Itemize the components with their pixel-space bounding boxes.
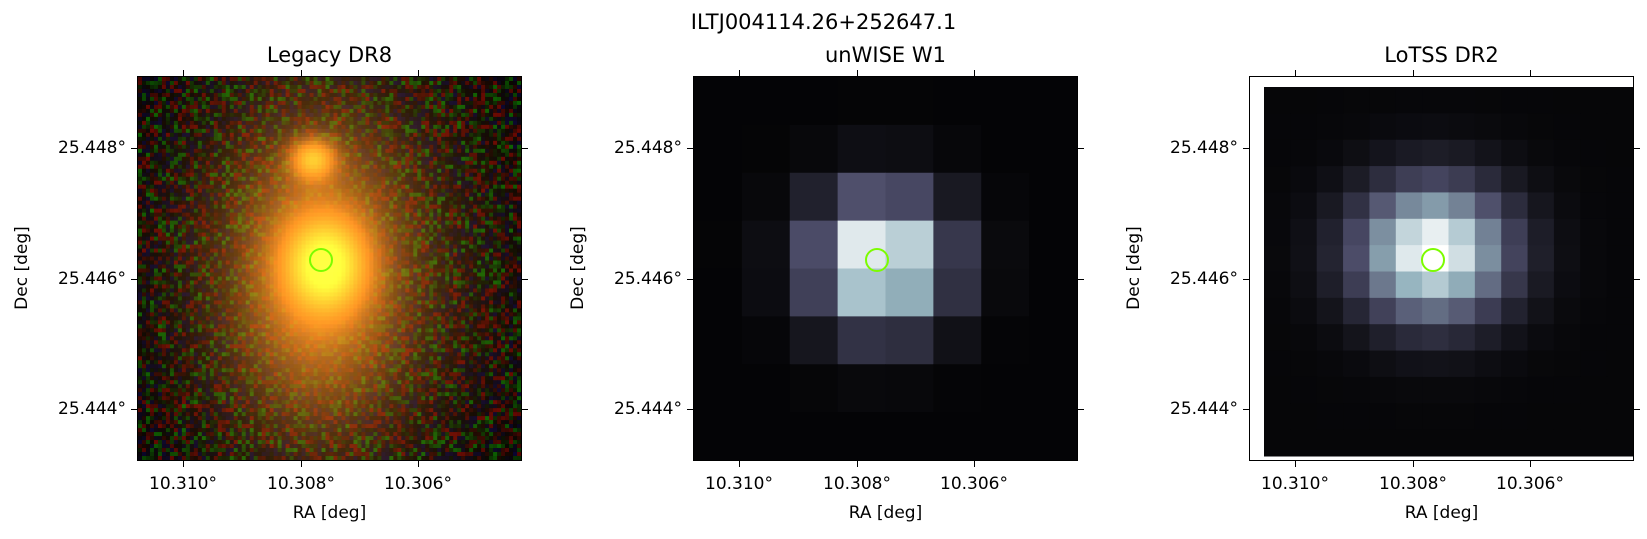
x-tick-label: 10.306° — [384, 474, 452, 494]
y-tick-mark — [131, 148, 137, 149]
y-tick-mark — [687, 409, 693, 410]
y-tick-mark — [1243, 279, 1249, 280]
x-tick-mark — [183, 461, 184, 467]
radio-image — [1249, 76, 1634, 461]
x-tick-mark — [974, 461, 975, 467]
infrared-image — [693, 76, 1078, 461]
x-tick-label: 10.308° — [1379, 474, 1447, 494]
lotss-cutout — [1250, 77, 1633, 460]
x-tick-label: 10.308° — [267, 474, 335, 494]
y-axis-label: Dec [deg] — [568, 226, 588, 310]
y-tick-label: 25.448° — [58, 138, 126, 158]
y-tick-mark — [522, 279, 528, 280]
y-tick-mark — [1634, 148, 1640, 149]
x-axis-label: RA [deg] — [1404, 503, 1479, 523]
x-tick-label: 10.306° — [1496, 474, 1564, 494]
x-tick-mark — [418, 461, 419, 467]
x-tick-mark — [301, 461, 302, 467]
x-tick-mark — [1295, 70, 1296, 76]
y-tick-label: 25.444° — [1170, 399, 1238, 419]
rgb-cutout — [138, 77, 521, 460]
y-tick-mark — [522, 409, 528, 410]
y-tick-mark — [131, 279, 137, 280]
y-tick-mark — [1078, 409, 1084, 410]
x-tick-mark — [1530, 461, 1531, 467]
x-tick-mark — [1413, 461, 1414, 467]
x-tick-label: 10.308° — [823, 474, 891, 494]
x-tick-mark — [739, 70, 740, 76]
x-tick-mark — [1413, 70, 1414, 76]
x-tick-label: 10.310° — [1261, 474, 1329, 494]
panel-title: unWISE W1 — [825, 43, 946, 67]
w1-cutout — [694, 77, 1077, 460]
x-tick-mark — [974, 70, 975, 76]
source-position-marker — [865, 248, 889, 272]
y-tick-label: 25.446° — [1170, 269, 1238, 289]
x-tick-mark — [1530, 70, 1531, 76]
x-tick-mark — [1295, 461, 1296, 467]
x-tick-mark — [301, 70, 302, 76]
source-position-marker — [1421, 248, 1445, 272]
y-axis-label: Dec [deg] — [12, 226, 32, 310]
x-tick-label: 10.306° — [940, 474, 1008, 494]
panel-title: Legacy DR8 — [266, 43, 393, 67]
figure-title: ILTJ004114.26+252647.1 — [690, 10, 957, 34]
x-tick-mark — [857, 461, 858, 467]
x-tick-mark — [857, 70, 858, 76]
y-tick-label: 25.448° — [614, 138, 682, 158]
x-axis-label: RA [deg] — [848, 503, 923, 523]
y-tick-mark — [1243, 148, 1249, 149]
y-tick-mark — [522, 148, 528, 149]
y-axis-label: Dec [deg] — [1124, 226, 1144, 310]
panel-title: LoTSS DR2 — [1384, 43, 1499, 67]
x-tick-mark — [418, 70, 419, 76]
y-tick-mark — [131, 409, 137, 410]
y-tick-mark — [1078, 279, 1084, 280]
y-tick-label: 25.448° — [1170, 138, 1238, 158]
x-tick-label: 10.310° — [705, 474, 773, 494]
y-tick-mark — [1243, 409, 1249, 410]
source-position-marker — [309, 248, 333, 272]
y-tick-mark — [1634, 279, 1640, 280]
optical-image — [137, 76, 522, 461]
x-axis-label: RA [deg] — [292, 503, 367, 523]
y-tick-label: 25.446° — [58, 269, 126, 289]
x-tick-mark — [183, 70, 184, 76]
y-tick-mark — [1634, 409, 1640, 410]
y-tick-label: 25.446° — [614, 269, 682, 289]
y-tick-label: 25.444° — [614, 399, 682, 419]
y-tick-label: 25.444° — [58, 399, 126, 419]
y-tick-mark — [687, 279, 693, 280]
x-tick-mark — [739, 461, 740, 467]
y-tick-mark — [1078, 148, 1084, 149]
x-tick-label: 10.310° — [149, 474, 217, 494]
y-tick-mark — [687, 148, 693, 149]
